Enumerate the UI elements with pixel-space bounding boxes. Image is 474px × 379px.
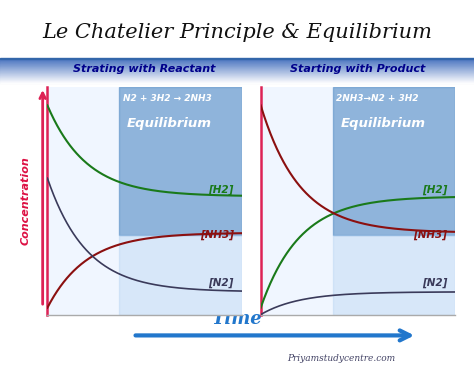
Text: [N2]: [N2] (422, 277, 447, 288)
Text: [N2]: [N2] (209, 277, 234, 288)
Text: Concentration: Concentration (21, 157, 31, 245)
Bar (0, 59, 474, 60)
Bar (0, 65, 474, 66)
Bar (0, 73, 474, 74)
Bar (0, 62, 474, 63)
Bar (0, 80, 474, 81)
Text: Starting with Product: Starting with Product (290, 64, 426, 74)
Text: Equilibrium: Equilibrium (127, 117, 212, 130)
Bar (0, 78, 474, 79)
Text: [NH3]: [NH3] (413, 230, 447, 240)
Bar (0, 82, 474, 83)
Bar (0, 58, 474, 59)
Bar (0, 68, 474, 69)
Bar (119, 235, 242, 315)
Bar (0, 67, 474, 68)
Bar (0, 72, 474, 73)
Text: Priyamstudycentre.com: Priyamstudycentre.com (287, 354, 395, 363)
Bar (333, 87, 455, 235)
Text: 2NH3→N2 + 3H2: 2NH3→N2 + 3H2 (337, 94, 419, 103)
Bar (0, 77, 474, 78)
Bar (0, 64, 474, 65)
Bar (0, 71, 474, 72)
Bar (0, 76, 474, 77)
Text: N2 + 3H2 → 2NH3: N2 + 3H2 → 2NH3 (123, 94, 212, 103)
Text: Strating with Reactant: Strating with Reactant (73, 64, 216, 74)
Bar (0, 63, 474, 64)
Text: Time: Time (211, 310, 263, 328)
Bar (0, 70, 474, 71)
Bar (333, 235, 455, 315)
Text: [NH3]: [NH3] (200, 230, 234, 240)
Bar (0, 81, 474, 82)
Bar (0, 60, 474, 61)
Bar (0, 75, 474, 76)
Bar (0, 79, 474, 80)
Bar (119, 87, 242, 235)
Text: [H2]: [H2] (422, 184, 447, 195)
Text: Equilibrium: Equilibrium (340, 117, 425, 130)
Text: [H2]: [H2] (209, 184, 234, 195)
Text: Le Chatelier Principle & Equilibrium: Le Chatelier Principle & Equilibrium (42, 23, 432, 42)
Bar (0, 74, 474, 75)
Bar (0, 61, 474, 62)
Bar (0, 66, 474, 67)
Bar (0, 69, 474, 70)
